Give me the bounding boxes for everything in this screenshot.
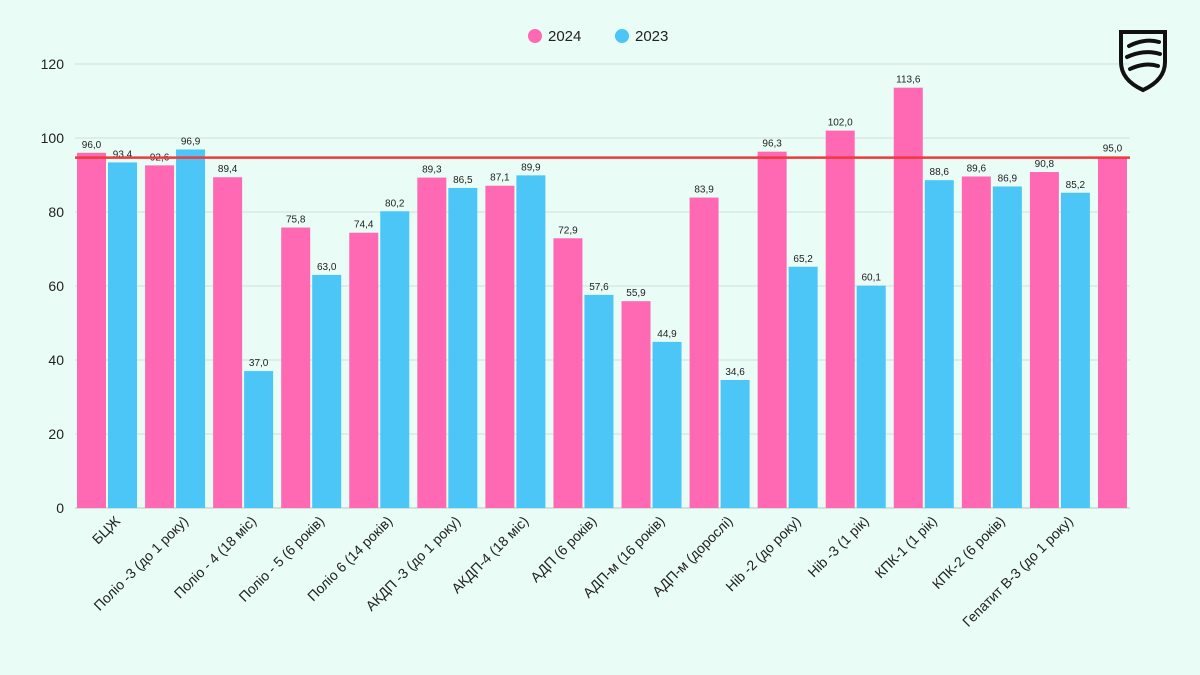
bar-value-label: 89,6 — [967, 163, 987, 174]
bar-value-label: 88,6 — [930, 167, 950, 178]
bar-2023 — [244, 371, 274, 508]
x-category-label: КПК-1 (1 рік) — [871, 513, 939, 581]
x-category-label: Hib -3 (1 рік) — [804, 513, 871, 580]
bar-value-label: 89,9 — [521, 162, 541, 173]
bar-value-label: 74,4 — [354, 220, 374, 231]
x-category-label: АДП (6 років) — [527, 513, 599, 585]
bar-value-label: 37,0 — [249, 358, 269, 369]
bar-2024 — [281, 227, 311, 509]
bar-2024 — [689, 197, 719, 508]
bar-value-label: 96,9 — [181, 136, 201, 147]
bar-2024 — [417, 177, 447, 508]
bar-2023 — [720, 379, 750, 508]
bar-value-label: 44,9 — [657, 329, 677, 340]
bar-2023 — [448, 187, 478, 508]
bar-value-label: 102,0 — [828, 118, 853, 129]
y-tick-label: 40 — [48, 352, 64, 368]
bar-2023 — [312, 274, 342, 508]
bar-2024 — [621, 301, 651, 508]
x-category-label: БЦЖ — [89, 513, 123, 547]
bar-2023 — [992, 186, 1022, 508]
bar-2023 — [652, 341, 682, 508]
bar-value-label: 96,0 — [82, 140, 102, 151]
bar-value-label: 63,0 — [317, 262, 337, 273]
legend: 2024 2023 — [528, 28, 668, 45]
legend-label: 2023 — [635, 28, 668, 45]
legend-swatch — [615, 29, 629, 43]
bar-value-label: 75,8 — [286, 215, 306, 226]
bar-2024 — [893, 87, 923, 509]
bar-value-label: 93,4 — [113, 149, 133, 160]
bar-value-label: 65,2 — [793, 254, 813, 265]
bar-2024 — [485, 185, 515, 509]
shield-logo-icon — [1119, 30, 1167, 93]
bar-2023 — [856, 285, 886, 508]
bar-value-label: 89,4 — [218, 164, 238, 175]
bar-2023 — [924, 180, 954, 508]
bar-value-label: 55,9 — [626, 288, 646, 299]
legend-label: 2024 — [548, 28, 581, 45]
bar-2024 — [553, 238, 583, 508]
y-tick-label: 60 — [48, 278, 64, 294]
bar-2023 — [584, 294, 614, 508]
y-tick-label: 120 — [41, 56, 65, 72]
x-category-label: Гепатит В-3 (до 1 року) — [959, 513, 1076, 630]
y-tick-label: 100 — [41, 130, 65, 146]
bar-value-label: 96,3 — [762, 139, 782, 150]
bar-value-label: 87,1 — [490, 173, 510, 184]
bar-2024 — [145, 165, 175, 508]
bar-2024 — [77, 152, 106, 509]
bar-value-label: 90,8 — [1035, 159, 1055, 170]
legend-swatch — [528, 29, 542, 43]
bar-2024 — [1029, 172, 1059, 509]
bar-value-label: 86,5 — [453, 175, 473, 186]
bar-2024 — [349, 232, 379, 508]
bar-value-label: 80,2 — [385, 198, 405, 209]
bar-value-label: 60,1 — [861, 273, 881, 284]
value-labels: 96,093,492,696,989,437,075,863,074,480,2… — [82, 75, 1123, 378]
bar-2023 — [176, 149, 206, 508]
bars — [77, 87, 1127, 509]
bar-2023 — [788, 266, 818, 508]
y-axis: 0 20 40 60 80 100 120 — [41, 56, 65, 516]
bar-2024 — [757, 151, 787, 508]
bar-value-label: 72,9 — [558, 225, 578, 236]
y-tick-label: 80 — [48, 204, 64, 220]
bar-2023 — [380, 211, 410, 508]
bar-2024 — [961, 176, 991, 509]
bar-2023 — [516, 175, 546, 508]
bar-2024 — [825, 130, 855, 508]
bar-value-label: 86,9 — [998, 173, 1018, 184]
bar-2023 — [108, 162, 137, 509]
bar-value-label: 89,3 — [422, 165, 442, 176]
bar-value-label: 95,0 — [1103, 144, 1123, 155]
bar-2024-extra — [1097, 156, 1127, 508]
bar-2023 — [1060, 192, 1090, 508]
bar-value-label: 57,6 — [589, 282, 609, 293]
bar-value-label: 83,9 — [694, 185, 714, 196]
bar-value-label: 85,2 — [1066, 180, 1086, 191]
y-tick-label: 20 — [48, 426, 64, 442]
y-tick-label: 0 — [56, 500, 64, 516]
bar-value-label: 113,6 — [896, 75, 921, 86]
bar-value-label: 34,6 — [725, 367, 745, 378]
bar-2024 — [213, 177, 243, 508]
